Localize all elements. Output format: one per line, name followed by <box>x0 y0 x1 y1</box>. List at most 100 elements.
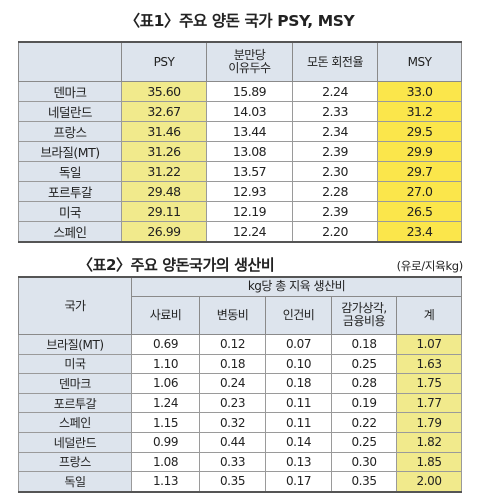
psy-cell: 31.22 <box>121 161 207 182</box>
country-cell: 프랑스 <box>18 451 132 473</box>
weaned-cell: 13.44 <box>206 121 293 142</box>
depreciation-cell: 0.30 <box>331 451 397 473</box>
country-cell: 스페인 <box>18 221 122 243</box>
weaned-header: 분만당 이유두수 <box>206 41 293 82</box>
labor-cell: 0.18 <box>265 373 332 394</box>
total-header: 계 <box>395 295 463 336</box>
psy-cell: 26.99 <box>121 221 207 243</box>
table-row: 미국 1.10 0.18 0.10 0.25 1.63 <box>18 353 463 375</box>
table-row: 스페인 1.15 0.32 0.11 0.22 1.79 <box>18 412 463 433</box>
country-cell: 독일 <box>18 471 132 493</box>
msy-header: MSY <box>377 41 462 82</box>
country-cell: 미국 <box>18 353 132 375</box>
total-cell: 1.07 <box>395 334 463 355</box>
labor-cell: 0.13 <box>265 451 332 473</box>
country-cell: 네덜란드 <box>18 431 132 453</box>
table-row: 덴마크 35.60 15.89 2.24 33.0 <box>18 81 462 102</box>
variable-header: 변동비 <box>199 295 266 336</box>
msy-cell: 29.9 <box>377 141 462 162</box>
total-cell: 1.79 <box>395 412 463 433</box>
weaned-cell: 15.89 <box>206 81 293 102</box>
turnover-cell: 2.34 <box>292 121 378 142</box>
variable-cell: 0.12 <box>199 334 266 355</box>
depreciation-cell: 0.25 <box>331 431 397 453</box>
country-cell: 덴마크 <box>18 373 132 394</box>
country-cell: 독일 <box>18 161 122 182</box>
psy-cell: 31.26 <box>121 141 207 162</box>
table1-title: 〈표1〉주요 양돈 국가 PSY, MSY <box>124 12 355 30</box>
variable-cell: 0.35 <box>199 471 266 493</box>
depreciation-cell: 0.35 <box>331 471 397 493</box>
feed-cell: 1.15 <box>131 412 200 433</box>
table2-header-row-2: 사료비 변동비 인건비 감가상각, 금융비용 계 <box>19 295 463 336</box>
psy-cell: 31.46 <box>121 121 207 142</box>
labor-cell: 0.14 <box>265 431 332 453</box>
labor-cell: 0.07 <box>265 334 332 355</box>
country-cell: 브라질(MT) <box>18 334 132 355</box>
total-cell: 1.75 <box>395 373 463 394</box>
table1-corner <box>18 41 122 82</box>
table-row: 프랑스 1.08 0.33 0.13 0.30 1.85 <box>18 451 463 473</box>
table-row: 미국 29.11 12.19 2.39 26.5 <box>18 201 462 222</box>
feed-cell: 1.06 <box>131 373 200 394</box>
total-cell: 1.82 <box>395 431 463 453</box>
weaned-cell: 12.19 <box>206 201 293 222</box>
weaned-cell: 14.03 <box>206 101 293 122</box>
psy-msy-table: PSY 분만당 이유두수 모돈 회전율 MSY 덴마크 35.60 15.89 2.2… <box>18 41 462 243</box>
table-row: 프랑스 31.46 13.44 2.34 29.5 <box>18 121 462 142</box>
cost-group-header: kg당 총 지육 생산비 <box>130 275 463 297</box>
total-cell: 1.77 <box>395 392 463 414</box>
table-row: 독일 31.22 13.57 2.30 29.7 <box>18 161 462 182</box>
turnover-cell: 2.24 <box>292 81 378 102</box>
depreciation-header: 감가상각, 금융비용 <box>331 295 397 336</box>
country-cell: 네덜란드 <box>18 101 122 122</box>
labor-cell: 0.10 <box>265 353 332 375</box>
depreciation-cell: 0.22 <box>331 412 397 433</box>
country-cell: 스페인 <box>18 412 132 433</box>
table-row: 브라질(MT) 0.69 0.12 0.07 0.18 1.07 <box>18 334 463 355</box>
country-cell: 프랑스 <box>18 121 122 142</box>
feed-header: 사료비 <box>131 295 200 336</box>
country-cell: 브라질(MT) <box>18 141 122 162</box>
psy-cell: 29.48 <box>121 181 207 202</box>
table2-unit: (유로/지육kg) <box>396 259 464 273</box>
table-row: 스페인 26.99 12.24 2.20 23.4 <box>18 221 462 243</box>
depreciation-cell: 0.25 <box>331 353 397 375</box>
table-row: 덴마크 1.06 0.24 0.18 0.28 1.75 <box>18 373 463 394</box>
psy-cell: 29.11 <box>121 201 207 222</box>
turnover-cell: 2.39 <box>292 141 378 162</box>
table1-header-row: PSY 분만당 이유두수 모돈 회전율 MSY <box>18 41 462 82</box>
psy-cell: 35.60 <box>121 81 207 102</box>
feed-cell: 1.10 <box>131 353 200 375</box>
psy-header: PSY <box>121 41 207 82</box>
variable-cell: 0.24 <box>199 373 266 394</box>
country-cell: 미국 <box>18 201 122 222</box>
variable-cell: 0.32 <box>199 412 266 433</box>
feed-cell: 1.24 <box>131 392 200 414</box>
turnover-cell: 2.20 <box>292 221 378 243</box>
production-cost-table: 국가 kg당 총 지육 생산비 사료비 변동비 인건비 감가상각, 금융비용 계… <box>18 275 463 493</box>
depreciation-cell: 0.18 <box>331 334 397 355</box>
turnover-cell: 2.30 <box>292 161 378 182</box>
weaned-cell: 12.24 <box>206 221 293 243</box>
turnover-cell: 2.33 <box>292 101 378 122</box>
turnover-header: 모돈 회전율 <box>292 41 378 82</box>
msy-cell: 29.7 <box>377 161 462 182</box>
variable-cell: 0.18 <box>199 353 266 375</box>
labor-cell: 0.11 <box>265 392 332 414</box>
feed-cell: 1.08 <box>131 451 200 473</box>
weaned-cell: 13.08 <box>206 141 293 162</box>
weaned-cell: 12.93 <box>206 181 293 202</box>
turnover-cell: 2.39 <box>292 201 378 222</box>
country-cell: 포르투갈 <box>18 181 122 202</box>
msy-cell: 26.5 <box>377 201 462 222</box>
depreciation-cell: 0.28 <box>331 373 397 394</box>
variable-cell: 0.23 <box>199 392 266 414</box>
table-row: 포르투갈 1.24 0.23 0.11 0.19 1.77 <box>18 392 463 414</box>
table-row: 네덜란드 0.99 0.44 0.14 0.25 1.82 <box>18 431 463 453</box>
variable-cell: 0.33 <box>199 451 266 473</box>
labor-cell: 0.17 <box>265 471 332 493</box>
table-row: 독일 1.13 0.35 0.17 0.35 2.00 <box>18 471 463 493</box>
labor-cell: 0.11 <box>265 412 332 433</box>
feed-cell: 1.13 <box>131 471 200 493</box>
